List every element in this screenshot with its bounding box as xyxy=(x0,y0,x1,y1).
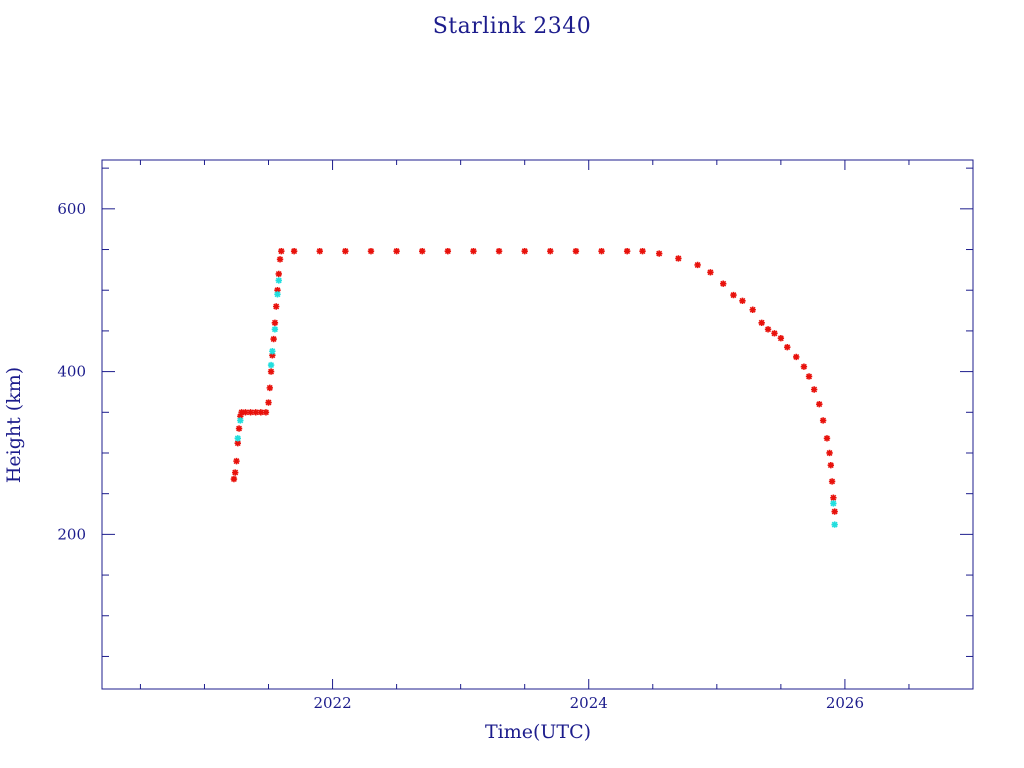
data-point xyxy=(707,269,714,276)
y-axis-label: Height (km) xyxy=(3,367,25,483)
data-point xyxy=(252,409,259,416)
data-point xyxy=(547,247,554,255)
data-points xyxy=(230,247,838,528)
data-point xyxy=(730,291,737,299)
data-point xyxy=(276,256,284,263)
data-point xyxy=(269,352,276,359)
data-point xyxy=(273,303,280,310)
data-point xyxy=(805,373,813,380)
data-point xyxy=(275,270,282,278)
data-point xyxy=(230,475,238,483)
data-point xyxy=(831,521,838,528)
data-point xyxy=(826,449,833,457)
data-point xyxy=(830,500,837,507)
data-point xyxy=(739,297,746,304)
data-point xyxy=(823,435,831,442)
data-point xyxy=(316,247,323,255)
data-point xyxy=(271,319,279,326)
data-point xyxy=(694,261,701,269)
data-point xyxy=(623,247,631,255)
data-point xyxy=(598,247,605,255)
y-tick-label: 400 xyxy=(57,363,86,381)
data-point xyxy=(235,425,243,432)
data-point xyxy=(675,255,682,262)
data-point xyxy=(269,348,276,355)
data-point xyxy=(274,287,281,294)
data-point xyxy=(419,247,426,255)
axis-tick-labels: 2022 2024 2026 200 400 600 xyxy=(57,200,864,712)
data-point xyxy=(749,306,756,313)
data-point xyxy=(234,440,241,447)
data-point xyxy=(830,494,837,501)
data-point xyxy=(237,413,244,420)
data-point xyxy=(771,330,778,337)
data-point xyxy=(827,461,835,469)
x-tick-label: 2022 xyxy=(313,694,351,712)
data-point xyxy=(342,247,349,255)
data-point xyxy=(495,247,503,255)
data-point xyxy=(521,247,528,255)
chart-title: Starlink 2340 xyxy=(432,14,592,39)
data-point xyxy=(793,353,800,361)
data-point xyxy=(764,326,772,333)
plot-frame xyxy=(101,159,974,690)
x-tick-label: 2024 xyxy=(570,694,608,712)
data-point xyxy=(784,343,791,351)
data-point xyxy=(275,277,282,284)
data-point xyxy=(816,400,823,408)
data-point xyxy=(233,457,240,465)
data-point xyxy=(267,368,275,375)
data-point xyxy=(800,363,808,370)
data-point xyxy=(232,469,239,476)
data-point xyxy=(265,399,272,406)
x-tick-label: 2026 xyxy=(826,694,864,712)
data-point xyxy=(234,435,241,442)
y-tick-label: 600 xyxy=(57,200,86,218)
data-point xyxy=(266,384,273,392)
data-point xyxy=(572,247,580,255)
data-point xyxy=(639,247,646,255)
data-point xyxy=(274,291,281,298)
data-point xyxy=(262,409,270,416)
data-point xyxy=(819,417,827,424)
data-point xyxy=(242,409,249,416)
data-point xyxy=(655,250,663,257)
data-point xyxy=(270,335,277,343)
series-1 xyxy=(234,277,838,528)
data-point xyxy=(828,478,836,485)
data-point xyxy=(831,508,838,515)
data-point xyxy=(470,247,477,255)
data-point xyxy=(278,247,285,255)
data-point xyxy=(237,417,244,424)
data-point xyxy=(810,386,818,393)
y-tick-label: 200 xyxy=(57,525,86,543)
data-point xyxy=(247,409,254,416)
axis-ticks xyxy=(102,160,974,689)
data-point xyxy=(267,361,275,369)
data-point xyxy=(257,409,265,416)
series-0 xyxy=(230,247,838,515)
data-point xyxy=(271,326,279,333)
data-point xyxy=(777,335,785,342)
data-point xyxy=(367,247,375,255)
data-point xyxy=(444,247,452,255)
data-point xyxy=(290,247,298,255)
data-point xyxy=(758,319,765,326)
data-point xyxy=(393,247,400,255)
data-point xyxy=(720,280,727,287)
data-point xyxy=(238,409,245,416)
x-axis-label: Time(UTC) xyxy=(485,721,591,743)
